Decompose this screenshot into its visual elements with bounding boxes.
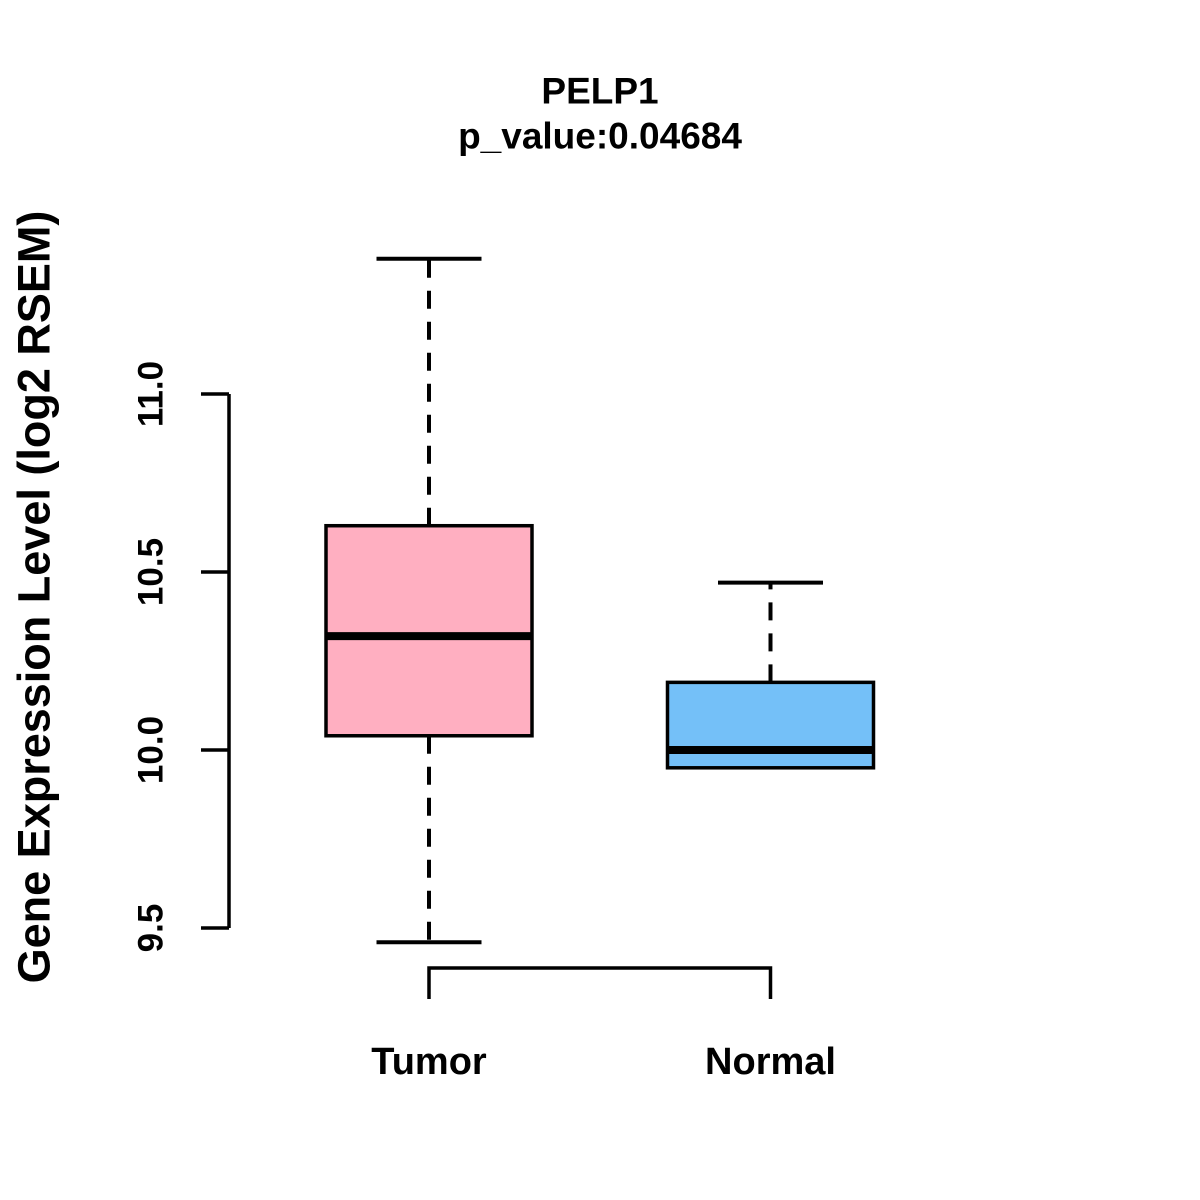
- y-tick-label-1: 10.0: [131, 715, 171, 785]
- y-tick-label-3: 11.0: [131, 360, 171, 428]
- chart-title: PELP1: [541, 70, 659, 112]
- iqr-box-tumor: [324, 523, 534, 738]
- y-tick-label-0: 9.5: [131, 903, 171, 953]
- x-axis-bracket: [427, 966, 773, 999]
- y-axis-label: Gene Expression Level (log2 RSEM): [8, 210, 60, 984]
- category-label-tumor: Tumor: [371, 1041, 487, 1083]
- y-tick-label-2: 10.5: [131, 537, 171, 607]
- iqr-box-normal: [665, 680, 876, 770]
- chart-subtitle: p_value:0.04684: [458, 115, 742, 157]
- category-label-normal: Normal: [705, 1041, 836, 1083]
